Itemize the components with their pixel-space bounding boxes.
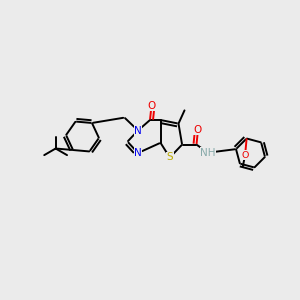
Text: O: O: [194, 124, 202, 135]
Text: N: N: [134, 148, 142, 158]
Text: N: N: [134, 125, 142, 136]
Text: NH: NH: [200, 148, 216, 158]
Text: O: O: [147, 100, 156, 111]
Text: S: S: [167, 152, 173, 163]
Text: O: O: [242, 151, 249, 160]
